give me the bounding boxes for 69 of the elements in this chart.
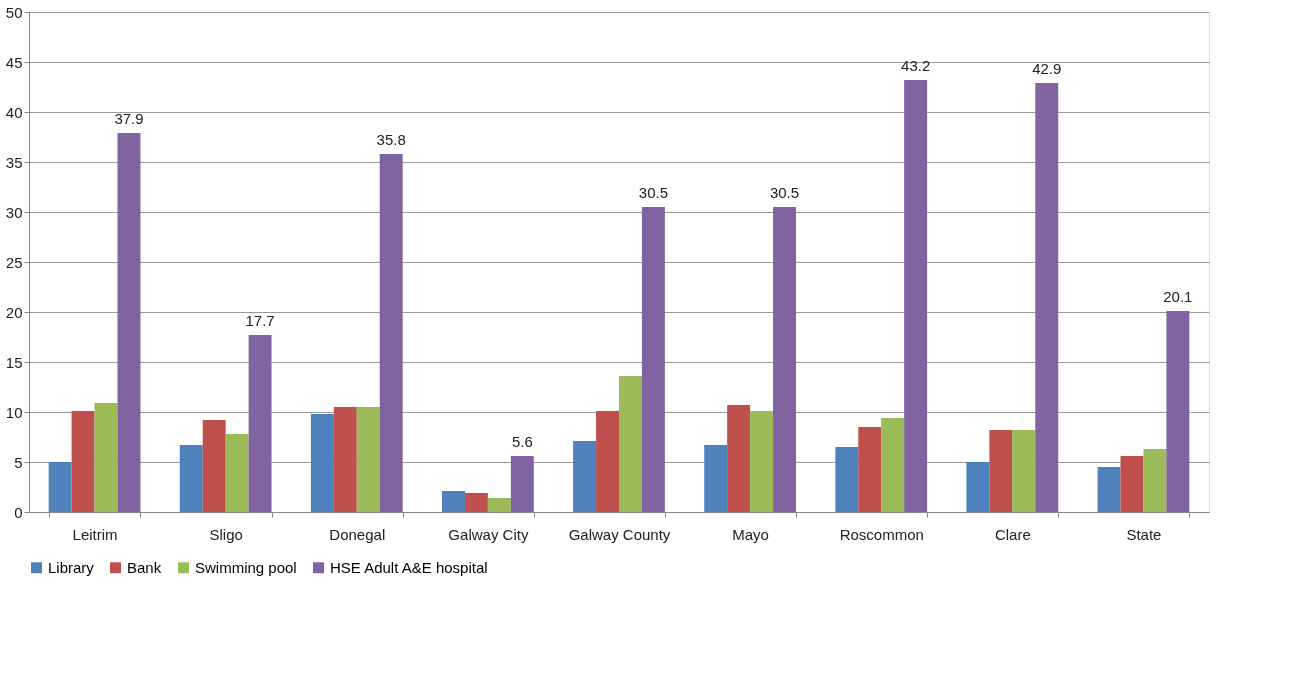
bar: [904, 80, 928, 512]
bar: [71, 411, 95, 512]
data-label: 17.7: [245, 312, 275, 329]
data-label: 30.5: [769, 184, 800, 201]
bar: [750, 411, 774, 512]
bar: [835, 447, 859, 512]
bar: [442, 491, 465, 512]
bar: [1012, 430, 1036, 512]
legend-label: Library: [48, 558, 95, 576]
legend-label: Bank: [127, 558, 162, 576]
x-tick-label: State: [1126, 525, 1162, 543]
y-tick-label: 40: [5, 103, 23, 121]
bar: [117, 133, 141, 512]
y-tick-label: 5: [14, 453, 23, 471]
bar: [858, 427, 882, 512]
bar: [596, 411, 619, 512]
x-tick-label: Leitrim: [72, 525, 118, 543]
x-tick-label: Clare: [994, 525, 1031, 543]
bar: [573, 441, 597, 512]
bar: [727, 405, 751, 512]
x-tick-label: Sligo: [209, 525, 243, 543]
bar: [248, 335, 272, 512]
x-tick-label: Galway City: [448, 525, 529, 543]
y-tick-label: 50: [5, 3, 23, 21]
bar: [704, 445, 728, 512]
data-label: 35.8: [376, 131, 406, 148]
bar: [202, 420, 226, 512]
y-tick-label: 10: [5, 403, 23, 421]
bar: [1035, 83, 1059, 512]
x-tick-label: Roscommon: [839, 525, 924, 543]
bar: [881, 418, 905, 512]
data-label: 20.1: [1163, 288, 1193, 305]
y-tick-label: 20: [5, 303, 23, 321]
bar: [179, 445, 203, 512]
x-tick-label: Donegal: [329, 525, 386, 543]
bar: [333, 407, 357, 512]
data-label: 43.2: [901, 57, 931, 74]
bar: [1097, 467, 1121, 512]
y-tick-label: 0: [14, 503, 23, 521]
bar: [464, 493, 488, 512]
bar: [487, 498, 511, 512]
bar: [641, 207, 665, 512]
y-tick-label: 30: [5, 203, 23, 221]
bar: [94, 403, 118, 512]
legend-label: Swimming pool: [195, 558, 297, 576]
data-label: 30.5: [638, 184, 669, 201]
y-tick-label: 45: [5, 53, 23, 71]
bar: [379, 154, 403, 512]
y-tick-label: 15: [5, 353, 23, 371]
bar: [1166, 311, 1190, 512]
data-label: 5.6: [511, 433, 533, 450]
bar: [1120, 456, 1144, 512]
bar: [310, 414, 334, 512]
bar: [619, 376, 642, 512]
bar: [510, 456, 534, 512]
bar: [773, 207, 796, 512]
bar: [989, 430, 1013, 512]
legend-label: HSE Adult A&E hospital: [330, 558, 488, 576]
y-tick-label: 35: [5, 153, 23, 171]
bar: [966, 462, 990, 512]
x-tick-label: Mayo: [732, 525, 769, 543]
x-tick-label: Galway County: [568, 525, 671, 543]
bar: [48, 462, 72, 512]
data-label: 42.9: [1032, 60, 1062, 77]
data-label: 37.9: [114, 110, 144, 127]
bar: [1143, 449, 1167, 512]
bar: [225, 434, 249, 512]
y-tick-label: 25: [5, 253, 23, 271]
bar: [356, 407, 380, 512]
